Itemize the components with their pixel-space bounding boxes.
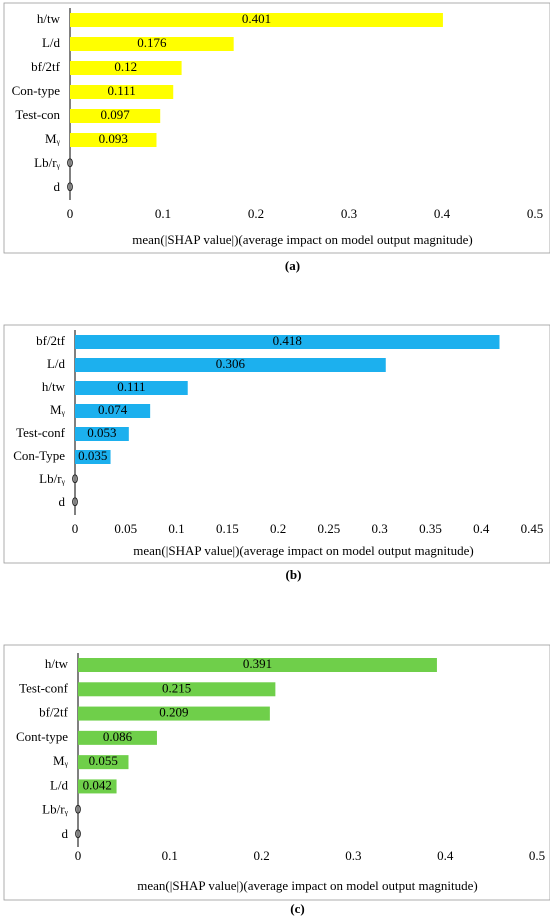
y-tick-label: Test-conf (16, 425, 66, 440)
x-tick-label: 0 (67, 206, 74, 221)
x-tick-label: 0.15 (216, 521, 239, 536)
data-label: 0.176 (137, 35, 167, 50)
y-tick-label: bf/2tf (31, 59, 61, 74)
bar (75, 427, 129, 441)
x-axis-label: mean(|SHAP value|)(average impact on mod… (132, 232, 472, 247)
y-tick-label: Cont-type (16, 729, 68, 744)
bar (78, 706, 270, 721)
data-label: 0.097 (100, 107, 130, 122)
y-tick-label: h/tw (42, 379, 66, 394)
data-label: 0 (72, 494, 79, 509)
x-tick-label: 0 (75, 848, 82, 863)
data-label: 0.12 (114, 59, 137, 74)
x-tick-label: 0.1 (162, 848, 178, 863)
x-tick-label: 0.5 (527, 206, 543, 221)
data-label: 0.215 (162, 680, 191, 695)
data-label: 0.111 (107, 83, 135, 98)
chart-frame (3, 324, 550, 564)
y-tick-label: h/tw (45, 656, 69, 671)
x-axis-label: mean(|SHAP value|)(average impact on mod… (133, 543, 473, 558)
bar (70, 85, 174, 99)
bar (70, 13, 443, 27)
data-label: 0.074 (98, 402, 128, 417)
bar (78, 755, 129, 770)
x-tick-label: 0.5 (529, 848, 545, 863)
bar (75, 404, 151, 418)
caption: (c) (290, 901, 304, 916)
bar (75, 358, 386, 372)
data-label: 0.418 (273, 333, 302, 348)
y-tick-label: bf/2tf (36, 333, 66, 348)
bar (78, 658, 437, 672)
data-label: 0.306 (216, 356, 246, 371)
bar (70, 61, 182, 75)
y-tick-label: Test-con (15, 107, 60, 122)
data-label: 0.055 (89, 753, 118, 768)
y-tick-label: Mᵧ (53, 753, 69, 769)
bar (78, 779, 117, 794)
bar (78, 682, 276, 697)
data-label: 0.209 (159, 705, 188, 720)
bar (75, 450, 111, 464)
bar (70, 109, 161, 123)
y-tick-label: Lb/rᵧ (34, 155, 60, 171)
x-tick-label: 0.05 (114, 521, 137, 536)
x-tick-label: 0.3 (345, 848, 361, 863)
x-tick-label: 0.2 (270, 521, 286, 536)
data-label: 0.086 (103, 729, 133, 744)
data-label: 0 (72, 471, 79, 486)
x-tick-label: 0.3 (341, 206, 357, 221)
x-tick-label: 0.3 (372, 521, 388, 536)
data-label: 0 (75, 802, 82, 817)
y-tick-label: d (54, 179, 61, 194)
x-tick-label: 0 (72, 521, 79, 536)
x-tick-label: 0.4 (437, 848, 454, 863)
data-label: 0.111 (117, 379, 145, 394)
y-tick-label: Con-Type (13, 448, 65, 463)
bar (75, 381, 188, 395)
y-tick-label: Mᵧ (50, 402, 66, 418)
y-tick-label: d (62, 826, 69, 841)
x-tick-label: 0.2 (248, 206, 264, 221)
x-tick-label: 0.2 (253, 848, 269, 863)
y-tick-label: Lb/rᵧ (42, 802, 68, 818)
y-tick-label: Lb/rᵧ (39, 471, 65, 487)
y-tick-label: bf/2tf (39, 705, 69, 720)
y-tick-label: Mᵧ (45, 131, 61, 147)
chart-frame (3, 2, 550, 254)
data-label: 0.053 (87, 425, 116, 440)
data-label: 0 (67, 155, 74, 170)
bar (70, 133, 157, 147)
caption: (b) (286, 567, 302, 582)
data-label: 0.042 (83, 777, 112, 792)
chart-frame (3, 644, 550, 901)
bar (70, 37, 234, 51)
x-tick-label: 0.1 (155, 206, 171, 221)
bar (75, 335, 500, 349)
data-label: 0 (67, 179, 74, 194)
y-tick-label: L/d (47, 356, 66, 371)
bar (78, 730, 157, 745)
data-label: 0 (75, 826, 82, 841)
y-tick-label: L/d (50, 777, 69, 792)
x-tick-label: 0.35 (419, 521, 442, 536)
y-tick-label: Con-type (12, 83, 61, 98)
data-label: 0.401 (242, 11, 271, 26)
y-tick-label: h/tw (37, 11, 61, 26)
data-label: 0.035 (78, 448, 107, 463)
x-axis-label: mean(|SHAP value|)(average impact on mod… (137, 878, 477, 893)
y-tick-label: L/d (42, 35, 61, 50)
x-tick-label: 0.25 (318, 521, 341, 536)
x-tick-label: 0.1 (168, 521, 184, 536)
caption: (a) (285, 258, 300, 273)
data-label: 0.391 (243, 656, 272, 671)
x-tick-label: 0.4 (434, 206, 451, 221)
x-tick-label: 0.45 (521, 521, 544, 536)
y-tick-label: d (59, 494, 66, 509)
data-label: 0.093 (99, 131, 128, 146)
x-tick-label: 0.4 (473, 521, 490, 536)
y-tick-label: Test-conf (19, 680, 69, 695)
